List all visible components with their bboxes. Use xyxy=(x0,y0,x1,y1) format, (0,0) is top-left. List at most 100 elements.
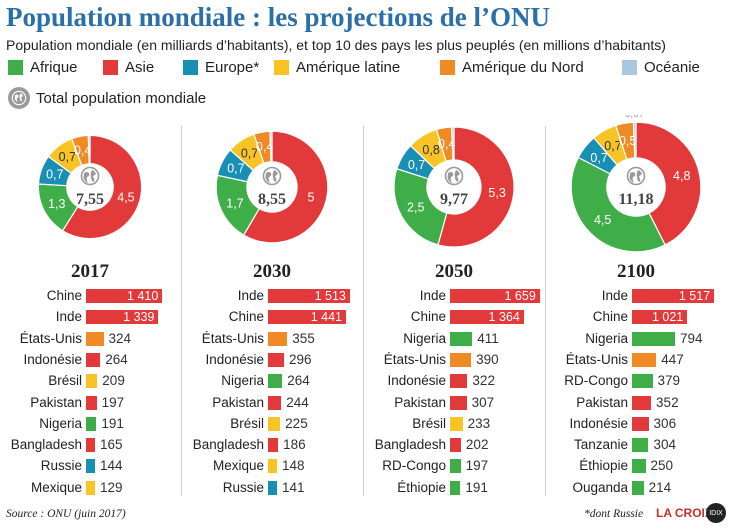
country-value: 379 xyxy=(657,373,681,389)
country-value: 244 xyxy=(286,394,309,410)
country-bar xyxy=(268,438,279,453)
country-row: États-Unis 390 xyxy=(364,351,544,369)
country-bar xyxy=(86,416,97,431)
brand-badge: IDIX xyxy=(706,503,726,523)
country-row: Chine 1 021 xyxy=(546,308,726,326)
country-value: 306 xyxy=(653,415,677,431)
country-value: 1 364 xyxy=(488,310,520,325)
country-name: Pakistan xyxy=(212,394,264,410)
legend-label: Asie xyxy=(125,59,155,76)
country-name: Brésil xyxy=(48,373,82,389)
country-bar xyxy=(632,395,652,410)
legend-item-total: Total population mondiale xyxy=(8,87,206,109)
country-bar xyxy=(632,352,657,367)
country-name: Ouganda xyxy=(572,479,628,495)
country-bar xyxy=(450,289,540,303)
country-name: Indonésie xyxy=(569,415,628,431)
country-bar xyxy=(86,374,98,389)
country-row: RD-Congo 197 xyxy=(364,457,544,475)
country-name: RD-Congo xyxy=(382,458,446,474)
country-row: Pakistan 352 xyxy=(546,394,726,412)
country-bar xyxy=(86,352,101,367)
country-value: 1 339 xyxy=(123,310,155,325)
country-row: Chine 1 441 xyxy=(182,308,362,326)
slice-label: 0,7 xyxy=(408,158,425,172)
legend-item-asie: Asie xyxy=(103,59,154,76)
country-bar xyxy=(632,438,649,453)
slice-label: 0,7 xyxy=(46,167,63,181)
country-name: Brésil xyxy=(412,415,446,431)
page-title: Population mondiale : les projections de… xyxy=(6,2,551,32)
slice-afrique xyxy=(570,156,666,253)
country-row: Inde 1 659 xyxy=(364,287,544,305)
globe-icon xyxy=(262,166,282,186)
slice-label: 2,5 xyxy=(407,201,424,215)
country-name: États-Unis xyxy=(201,330,264,346)
country-name: Chine xyxy=(228,309,264,325)
slice-label: 0,4 xyxy=(74,143,91,157)
legend-swatch xyxy=(103,60,118,75)
country-value: 197 xyxy=(465,458,489,474)
legend-swatch xyxy=(274,60,289,75)
country-value: 1 513 xyxy=(314,289,346,303)
globe-icon xyxy=(444,166,464,186)
country-bar xyxy=(450,459,461,474)
country-bar xyxy=(450,438,461,453)
slice-asie xyxy=(61,134,143,240)
country-name: États-Unis xyxy=(565,351,628,367)
slice-label: 5,3 xyxy=(488,186,505,200)
year-label: 2050 xyxy=(435,261,473,282)
country-name: Bangladesh xyxy=(10,437,82,453)
country-value: 355 xyxy=(292,330,315,346)
country-row: Nigeria 411 xyxy=(364,330,544,348)
globe-icon xyxy=(8,87,30,109)
country-name: Pakistan xyxy=(576,394,628,410)
country-name: Inde xyxy=(237,288,264,303)
country-name: Nigeria xyxy=(585,330,628,346)
legend-item-amerique-latine: Amérique latine xyxy=(274,59,400,76)
globe-icon xyxy=(80,166,100,186)
country-name: Indonésie xyxy=(205,351,264,367)
country-name: Chine xyxy=(410,309,446,325)
donut-chart-2100: 4,84,50,70,70,50,0711,18 xyxy=(570,115,702,253)
country-bar xyxy=(268,352,285,367)
legend-swatch xyxy=(183,60,198,75)
country-name: Chine xyxy=(46,288,82,303)
country-value: 209 xyxy=(102,373,125,389)
year-label: 2017 xyxy=(71,261,109,282)
country-name: Nigeria xyxy=(39,415,82,431)
country-name: Indonésie xyxy=(387,373,446,389)
panel-divider xyxy=(545,126,546,496)
footnote: *dont Russie xyxy=(584,508,644,520)
country-bar xyxy=(632,310,688,325)
country-name: Bangladesh xyxy=(374,437,446,453)
panel-2017: 4,5 1,3 0,7 0,7 0,4 7,55 2017 Chine 1 410 Inde 1 3… xyxy=(0,115,180,505)
slice-asie xyxy=(242,130,329,244)
country-bar xyxy=(450,480,461,495)
slice-label: 4,8 xyxy=(673,169,690,183)
country-bar xyxy=(86,480,95,495)
country-name: Nigeria xyxy=(221,373,264,389)
slice-label: 0,7 xyxy=(590,151,607,165)
total-value: 11,18 xyxy=(618,191,653,208)
country-bar xyxy=(86,438,95,453)
country-value: 352 xyxy=(656,394,679,410)
country-row: Brésil 225 xyxy=(182,415,362,433)
country-value: 191 xyxy=(465,479,488,495)
country-name: RD-Congo xyxy=(564,373,628,389)
country-bar xyxy=(86,459,95,474)
country-name: Indonésie xyxy=(23,351,82,367)
country-bar xyxy=(86,289,163,303)
country-value: 447 xyxy=(661,351,684,367)
country-bar xyxy=(268,395,282,410)
legend-swatch xyxy=(440,60,455,75)
slice-oceanie xyxy=(632,121,637,159)
legend-label: Europe* xyxy=(205,59,260,76)
country-bar xyxy=(268,416,281,431)
donut-chart-2030: 51,70,70,70,48,55 xyxy=(215,130,329,244)
slice-label: 4,5 xyxy=(594,213,611,227)
slice-label: 0,5 xyxy=(619,134,636,148)
slice-label: 0,7 xyxy=(59,150,76,164)
slice-label: 0,7 xyxy=(241,146,258,160)
legend-label: Total population mondiale xyxy=(36,89,207,107)
